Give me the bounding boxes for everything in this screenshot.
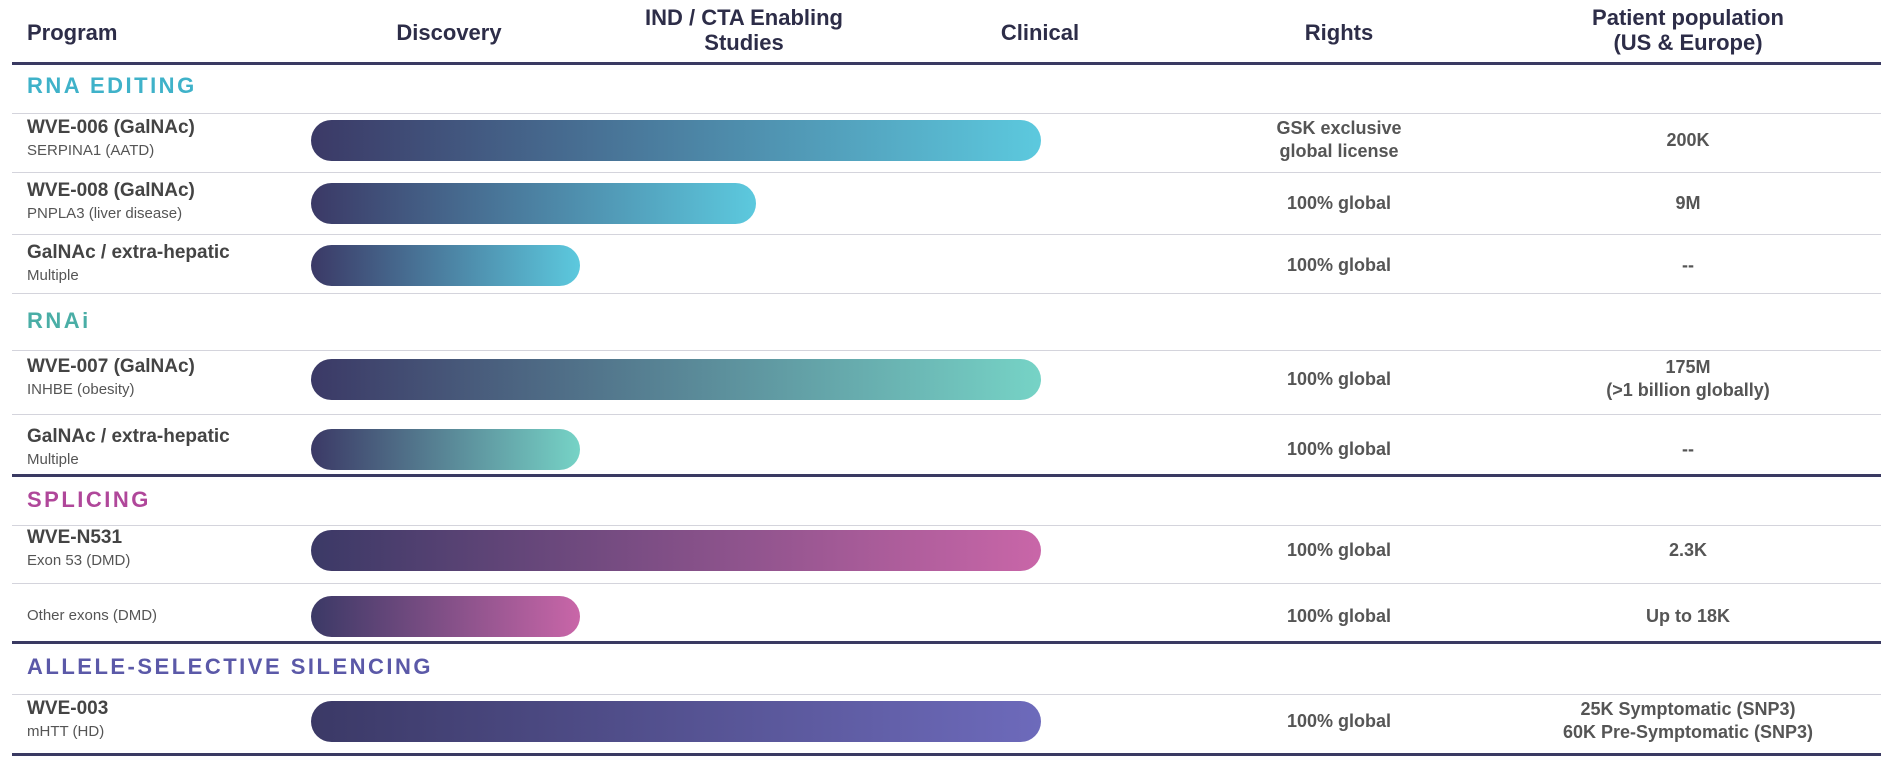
rights: 100% global xyxy=(1286,254,1392,275)
phase-bar xyxy=(311,245,580,286)
phase-bar xyxy=(311,530,1041,571)
patient-population: -- xyxy=(1682,438,1694,459)
phase-bar xyxy=(311,429,580,470)
patient-population: (>1 billion globally) xyxy=(1606,380,1770,400)
program-name: WVE-003 xyxy=(27,698,109,719)
patient-population: 60K Pre-Symptomatic (SNP3) xyxy=(1562,722,1814,742)
rights: 100% global xyxy=(1286,539,1392,560)
section-title: ALLELE-SELECTIVE SILENCING xyxy=(27,654,434,679)
section-rule xyxy=(12,752,1881,756)
rights: 100% global xyxy=(1286,192,1392,213)
section-rule xyxy=(12,640,1881,644)
section-title: RNAi xyxy=(27,308,91,333)
rights: 100% global xyxy=(1286,368,1392,389)
program-name: WVE-008 (GalNAc) xyxy=(27,180,195,201)
program-name: WVE-007 (GalNAc) xyxy=(27,356,195,377)
program-target: INHBE (obesity) xyxy=(27,381,135,398)
section-title: SPLICING xyxy=(27,487,151,512)
program-name: WVE-006 (GalNAc) xyxy=(27,117,195,138)
patient-population: 200K xyxy=(1666,129,1710,150)
rights: 100% global xyxy=(1286,438,1392,459)
program-name: WVE-N531 xyxy=(27,527,123,548)
header-ind: IND / CTA Enabling xyxy=(645,5,843,30)
rights: 100% global xyxy=(1286,605,1392,626)
rights: global license xyxy=(1279,141,1399,161)
phase-bar xyxy=(311,183,756,224)
patient-population: 175M xyxy=(1665,357,1711,377)
program-target: SERPINA1 (AATD) xyxy=(27,142,155,159)
phase-bar xyxy=(311,359,1041,400)
header-program: Program xyxy=(27,20,118,45)
row-rule xyxy=(12,112,1881,114)
program-name: GalNAc / extra-hepatic xyxy=(27,242,230,263)
rights: 100% global xyxy=(1286,710,1392,731)
program-target: Other exons (DMD) xyxy=(27,607,158,624)
phase-bar xyxy=(311,596,580,637)
row-rule xyxy=(12,693,1881,695)
patient-population: 25K Symptomatic (SNP3) xyxy=(1580,699,1796,719)
row-rule xyxy=(12,233,1881,235)
header-discovery: Discovery xyxy=(396,20,502,45)
header-population: (US & Europe) xyxy=(1613,30,1763,55)
patient-population: -- xyxy=(1682,254,1694,275)
section-rule xyxy=(12,473,1881,477)
program-target: PNPLA3 (liver disease) xyxy=(27,205,183,222)
row-rule xyxy=(12,171,1881,173)
header-ind: Studies xyxy=(704,30,784,55)
phase-bar xyxy=(311,701,1041,742)
rights: GSK exclusive xyxy=(1276,118,1402,138)
patient-population: 2.3K xyxy=(1668,539,1708,560)
program-target: Multiple xyxy=(27,451,79,468)
header-clinical: Clinical xyxy=(1000,20,1080,45)
program-target: Exon 53 (DMD) xyxy=(27,552,131,569)
row-rule xyxy=(12,413,1881,415)
header-rule xyxy=(12,62,1881,65)
header-rights: Rights xyxy=(1304,20,1374,45)
header-population: Patient population xyxy=(1592,5,1784,30)
program-target: Multiple xyxy=(27,267,79,284)
patient-population: 9M xyxy=(1675,192,1701,213)
row-rule xyxy=(12,582,1881,584)
row-rule xyxy=(12,292,1881,294)
row-rule xyxy=(12,524,1881,526)
row-rule xyxy=(12,349,1881,351)
program-target: mHTT (HD) xyxy=(27,723,105,740)
patient-population: Up to 18K xyxy=(1645,605,1730,626)
program-name: GalNAc / extra-hepatic xyxy=(27,426,230,447)
section-title: RNA EDITING xyxy=(27,73,197,98)
phase-bar xyxy=(311,120,1041,161)
